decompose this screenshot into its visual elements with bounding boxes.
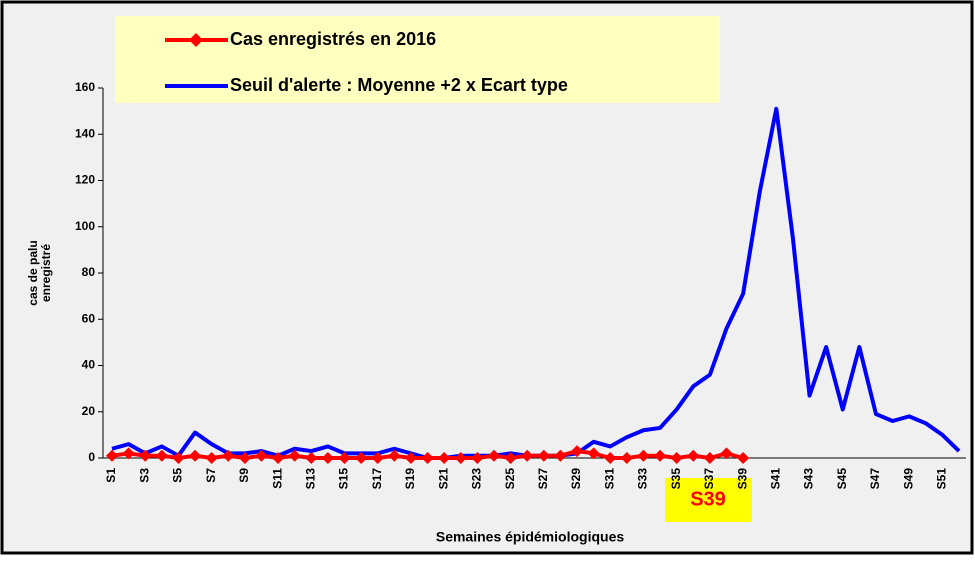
y-axis-label: enregistré [39, 244, 53, 302]
annotation-box [665, 478, 752, 522]
x-tick-label: S37 [702, 468, 716, 490]
legend-marker [189, 33, 203, 47]
marker [654, 449, 667, 462]
marker [504, 452, 517, 464]
x-tick-label: S39 [735, 468, 749, 490]
x-tick-label: S25 [503, 468, 517, 490]
marker [438, 452, 451, 464]
y-axis-label: cas de palu [26, 240, 40, 305]
x-tick-label: S17 [370, 468, 384, 490]
x-tick-label: S3 [137, 468, 151, 483]
x-tick-label: S43 [802, 468, 816, 490]
y-tick-label: 80 [82, 265, 96, 279]
x-tick-label: S45 [835, 468, 849, 490]
marker [670, 452, 683, 464]
marker [122, 447, 135, 460]
marker [205, 452, 218, 464]
marker [703, 452, 716, 464]
x-tick-label: S51 [935, 468, 949, 490]
marker [388, 449, 401, 462]
marker [404, 452, 417, 464]
marker [471, 452, 484, 464]
marker [421, 452, 434, 464]
x-tick-label: S5 [171, 468, 185, 483]
marker [172, 452, 185, 464]
annotation: S39 [690, 488, 726, 510]
y-tick-label: 160 [75, 80, 95, 94]
y-tick-label: 40 [82, 358, 96, 372]
marker [272, 452, 285, 464]
x-tick-label: S49 [901, 468, 915, 490]
x-tick-label: S21 [436, 468, 450, 490]
x-tick-label: S47 [868, 468, 882, 490]
legend-label: Cas enregistrés en 2016 [230, 29, 436, 49]
x-tick-label: S9 [237, 468, 251, 483]
x-tick-label: S1 [104, 468, 118, 483]
marker [454, 452, 467, 464]
x-axis-label: Semaines épidémiologiques [436, 529, 624, 545]
marker [305, 452, 318, 464]
legend-label: Seuil d'alerte : Moyenne +2 x Ecart type [230, 75, 568, 95]
x-tick-label: S15 [337, 468, 351, 490]
marker [604, 452, 617, 464]
marker [521, 449, 534, 462]
marker [487, 449, 500, 462]
marker [189, 449, 202, 462]
x-tick-label: S33 [636, 468, 650, 490]
y-tick-label: 0 [88, 450, 95, 464]
marker [288, 449, 301, 462]
x-tick-label: S11 [270, 468, 284, 489]
marker [687, 449, 700, 462]
marker [737, 452, 750, 464]
marker [637, 449, 650, 462]
marker [238, 452, 251, 464]
marker [537, 449, 550, 462]
x-tick-label: S23 [470, 468, 484, 490]
legend-box [115, 16, 720, 103]
x-tick-label: S19 [403, 468, 417, 490]
marker [620, 452, 633, 464]
x-tick-label: S31 [602, 468, 616, 490]
marker [371, 452, 384, 464]
marker [321, 452, 334, 464]
marker [338, 452, 351, 464]
marker [255, 449, 268, 462]
x-tick-label: S35 [669, 468, 683, 490]
x-tick-label: S13 [303, 468, 317, 490]
y-tick-label: 60 [82, 311, 96, 325]
y-tick-label: 140 [75, 126, 95, 140]
marker [720, 447, 733, 460]
x-tick-label: S27 [536, 468, 550, 490]
marker [139, 449, 152, 462]
marker [106, 449, 118, 462]
marker [355, 452, 368, 464]
marker [222, 449, 235, 462]
marker [155, 449, 168, 462]
y-tick-label: 120 [75, 173, 95, 187]
x-tick-label: S7 [204, 468, 218, 483]
marker [587, 447, 600, 460]
marker [571, 445, 584, 458]
x-tick-label: S41 [768, 468, 782, 490]
marker [554, 449, 567, 462]
y-tick-label: 100 [75, 219, 95, 233]
y-tick-label: 20 [82, 404, 96, 418]
x-tick-label: S29 [569, 468, 583, 490]
